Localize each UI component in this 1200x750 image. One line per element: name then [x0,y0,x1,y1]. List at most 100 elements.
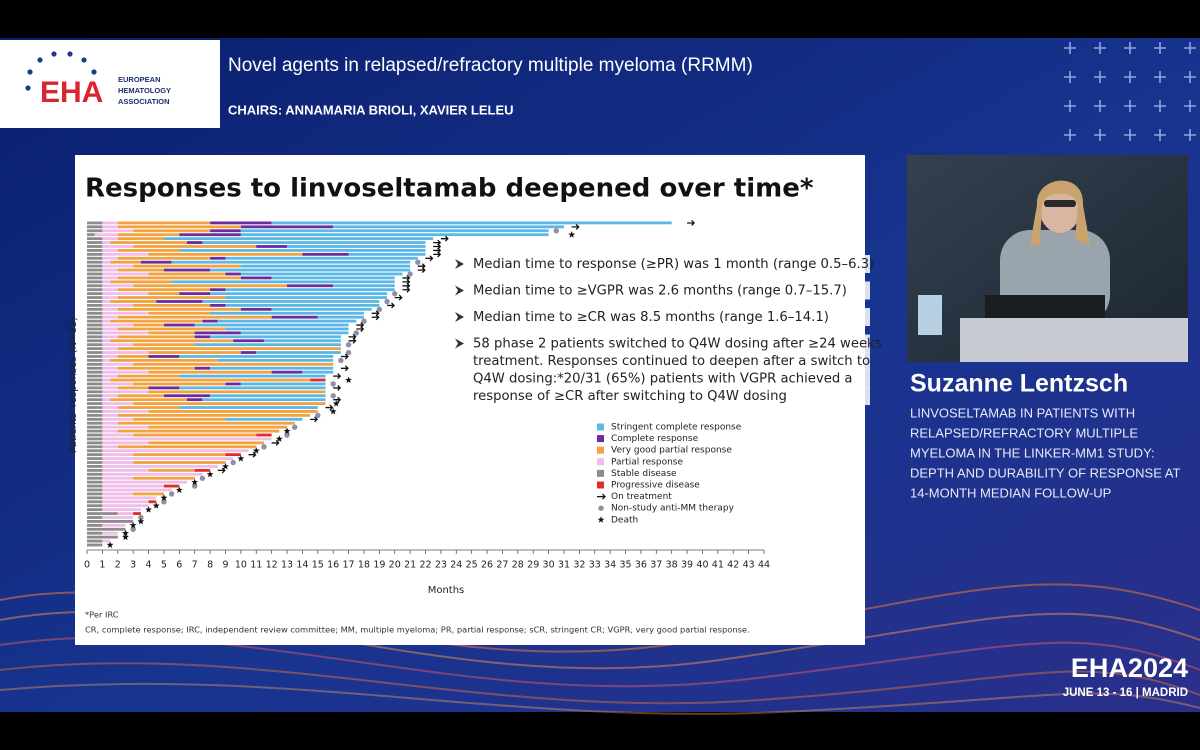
talk-title: MYELOMA IN THE LINKER-MM1 STUDY: [910,445,1155,460]
response-segment [102,410,149,413]
response-segment [148,351,241,354]
response-segment [133,492,164,496]
response-segment [102,221,118,225]
response-segment [87,461,103,464]
response-segment [87,311,103,315]
response-segment [117,233,180,237]
x-tick-label: 41 [712,560,724,571]
response-segment [263,339,341,343]
decor-cross [1154,129,1166,141]
response-segment [87,272,103,276]
response-segment [271,370,303,374]
response-segment [87,535,118,539]
death-star [160,494,168,501]
response-segment [117,413,311,417]
legend-swatch [597,481,604,489]
decor-cross [1184,129,1196,141]
on-treatment-arrow [371,314,380,321]
decor-cross [1094,42,1106,54]
response-segment [163,237,434,241]
speaker-figure [918,180,1188,362]
response-segment [102,465,218,468]
slide-content: Responses to linvoseltamab deepened over… [68,174,882,635]
response-segment [102,272,149,276]
bullet-bg [470,334,870,353]
response-segment [271,315,318,319]
response-segment [102,394,118,398]
x-tick-label: 25 [466,560,478,571]
x-tick-label: 36 [635,560,647,571]
response-segment [210,366,334,370]
response-segment [271,221,672,225]
death-star [206,470,214,478]
death-star [191,478,199,486]
response-segment [302,252,349,256]
response-segment [87,358,103,362]
bullet-arrow [455,259,464,269]
response-segment [87,323,103,327]
death-star [345,376,352,383]
response-segment [87,433,103,437]
response-segment [171,260,411,264]
response-segment [102,468,149,472]
legend-label: On treatment [611,492,672,502]
on-treatment-arrow [433,251,442,258]
response-segment [87,241,103,244]
response-segment [240,272,403,276]
x-tick-label: 0 [84,560,90,571]
logo-tagline: EUROPEAN [118,75,161,84]
death-star [332,400,340,407]
response-segment [102,327,118,331]
response-segment [148,331,195,335]
response-segment [87,252,103,256]
x-tick-label: 3 [130,560,136,571]
bullet-text: Median time to ≥VGPR was 2.6 months (ran… [473,284,847,299]
response-segment [87,221,103,225]
x-tick-label: 29 [527,560,539,571]
response-segment [87,362,103,366]
response-segment [117,237,164,241]
response-segment [87,315,103,319]
logo-tagline: ASSOCIATION [118,97,170,106]
x-tick-label: 37 [650,560,662,571]
response-segment [87,292,103,296]
on-treatment-arrow [571,223,580,230]
response-segment [102,441,149,445]
legend-star [597,516,605,523]
therapy-dot [345,342,352,348]
response-segment [194,366,211,370]
response-segment [133,284,288,288]
decor-cross [1184,42,1196,54]
therapy-dot [376,306,383,313]
response-segment [117,221,211,225]
legend-label: Stable disease [611,469,677,479]
response-segment [87,280,103,284]
bullet-text: 58 phase 2 patients switched to Q4W dosi… [473,337,882,352]
response-segment [102,292,149,296]
response-segment [102,421,118,425]
event-dates: JUNE 13 - 16 | MADRID [1063,687,1188,699]
response-segment [210,292,388,296]
bullet-bg [470,255,870,273]
response-segment [102,362,134,366]
response-segment [87,335,103,339]
response-segment [87,472,103,476]
legend-label: Partial response [611,457,683,467]
response-segment [87,539,103,543]
decor-cross [1154,100,1166,112]
x-tick-label: 12 [266,560,278,571]
response-segment [94,233,118,237]
response-segment [87,500,103,504]
response-segment [102,284,134,288]
on-treatment-arrow [340,365,349,372]
response-segment [87,516,103,519]
bullet-bg [470,281,870,300]
decor-cross [1124,100,1136,112]
response-segment [133,362,334,366]
response-segment [117,421,295,425]
x-tick-label: 7 [192,560,198,571]
response-segment [102,445,118,449]
response-segment [148,386,180,390]
response-segment [163,323,195,327]
response-segment [87,296,103,299]
